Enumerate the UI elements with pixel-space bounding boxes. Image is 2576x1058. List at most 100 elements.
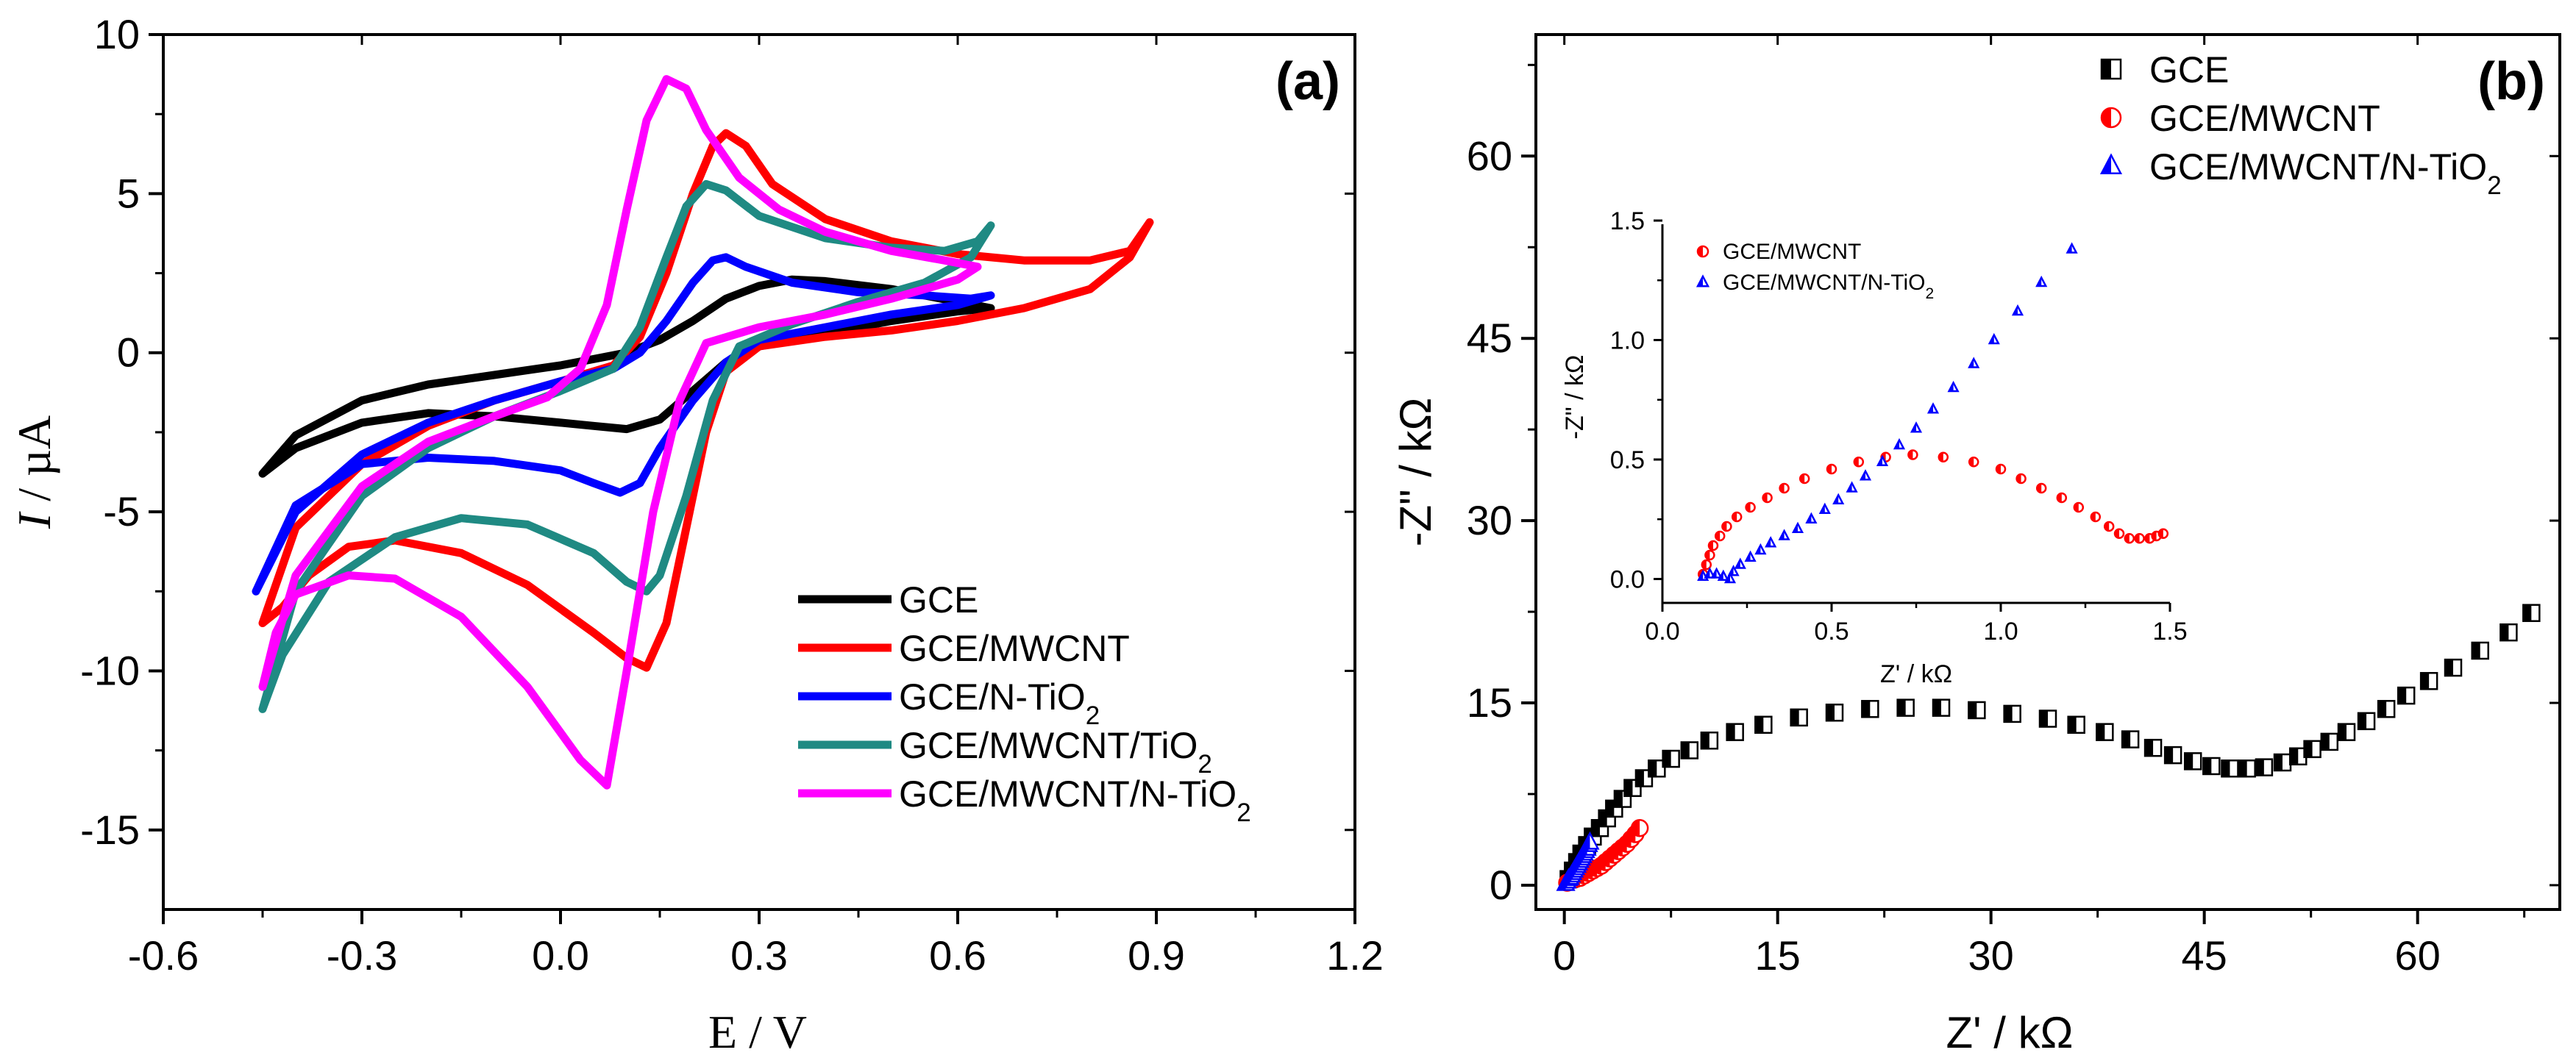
inset-data-point-gce-mwcnt-n-tio2 [1805,512,1818,523]
data-point-gce-fill [1790,709,1799,726]
inset-data-point-gce-mwcnt-fill [2124,534,2130,543]
data-point-gce-fill [2096,723,2105,740]
data-point-gce-fill [1648,760,1657,777]
inset-data-point-gce-mwcnt-n-tio2-fill [1861,471,1865,480]
legend-label-gce-mwcnt-tio2: GCE/MWCNT/TiO2 [899,725,1212,779]
inset-legend-label-gce-mwcnt-n-tio2: GCE/MWCNT/N-TiO2 [1723,271,1934,302]
legend-label-gce-main: GCE [2149,49,2229,90]
panel-a-y-tick-label: -15 [80,807,140,853]
data-point-gce [2499,623,2518,642]
inset-data-point-gce-mwcnt [2056,492,2068,504]
data-point-gce-fill [2523,604,2532,621]
inset-data-point-gce-mwcnt-n-tio2 [1947,380,1960,393]
data-point-gce-fill [2358,712,2367,729]
inset-background [1662,221,2170,559]
inset-data-point-gce-mwcnt-n-tio2 [1926,402,1940,414]
panel-a-series-group [252,75,1154,790]
data-point-gce-fill [2338,723,2346,740]
inset-data-point-gce-mwcnt-fill [2158,529,2163,538]
inset-data-point-gce-mwcnt-n-tio2-fill [1793,523,1798,532]
inset-data-point-gce-mwcnt [2015,473,2027,485]
data-point-gce [2067,715,2085,734]
inset-y-tick-label: 1.0 [1610,327,1645,355]
inset-data-point-gce-mwcnt-n-tio2 [1988,332,2000,345]
inset-data-point-gce-mwcnt-n-tio2 [2035,275,2048,287]
panel-a-x-axis-label: E / V [708,1006,807,1058]
data-point-gce-mwcnt-fill [1632,820,1640,837]
series-line-gce-mwcnt-tio2 [258,179,995,713]
legend-label-gce-mwcnt-n-tio2-subscript: 2 [1237,798,1250,827]
data-point-gce [2357,712,2376,731]
inset-data-point-gce-mwcnt-fill [1969,457,1974,467]
data-point-gce-fill [1573,845,1581,862]
inset-data-point-gce-mwcnt-n-tio2 [1744,550,1757,562]
inset-data-point-gce-mwcnt-fill [2115,529,2119,538]
data-point-gce-fill [2398,687,2407,704]
inset-data-point-gce-mwcnt [1938,451,1949,462]
inset-data-point-gce-mwcnt-n-tio2 [1910,421,1923,433]
legend-label-gce: GCE [2149,49,2229,90]
data-point-gce-fill [1755,716,1764,733]
inset-data-point-gce-mwcnt-fill [2074,503,2079,512]
inset-data-point-gce-mwcnt [2113,528,2125,539]
data-point-gce-fill [2445,660,2453,676]
inset-data-point-gce-mwcnt-fill [2016,474,2021,483]
data-point-gce-fill [2290,748,2299,765]
data-point-gce [1726,723,1744,741]
inset-data-point-gce-mwcnt-fill [1854,457,1859,467]
data-point-gce-fill [1701,732,1709,749]
data-point-gce [2377,700,2396,718]
inset-data-point-gce-mwcnt-n-tio2-fill [1746,552,1751,561]
panel-b-x-tick-label: 30 [1968,932,2014,979]
data-point-gce-fill [2500,624,2509,641]
inset-data-point-gce-mwcnt-n-tio2 [1710,567,1723,579]
data-point-gce [2419,672,2438,690]
data-point-gce [2238,759,2256,778]
panel-b-y-tick-label: 30 [1467,497,1512,543]
inset-data-point-gce-mwcnt-n-tio2 [1893,437,1906,450]
data-point-gce-fill [2040,710,2048,727]
inset-legend-label-gce-mwcnt-n-tio2-subscript: 2 [1926,285,1935,302]
inset-data-point-gce-mwcnt [2134,533,2145,544]
inset-data-point-gce-mwcnt [2103,521,2115,532]
inset-data-point-gce-mwcnt-fill [2145,534,2150,543]
legend-label-gce-mwcnt-n-tio2-main: GCE/MWCNT/N-TiO [899,773,1237,815]
inset-data-point-gce-mwcnt-n-tio2 [1717,569,1729,581]
inset-data-point-gce-mwcnt [1907,449,1918,460]
inset-x-tick-label: 1.0 [1983,618,2018,646]
panel-a-y-axis-label: I / µA [8,415,60,529]
data-point-gce-fill [2304,740,2313,757]
data-point-gce [2003,704,2021,723]
data-point-gce [1700,732,1719,750]
legend-label-gce-mwcnt-n-tio2-main: GCE/MWCNT/N-TiO [2149,146,2487,187]
inset-data-point-gce-mwcnt-fill [1827,465,1832,473]
inset-data-point-gce-mwcnt-n-tio2 [1734,557,1746,569]
inset-data-point-gce-mwcnt-fill [1746,503,1751,512]
inset-data-point-gce-mwcnt-n-tio2 [1723,571,1737,584]
inset-data-point-gce-mwcnt [1798,473,1810,485]
inset-data-point-gce-mwcnt-n-tio2 [1859,469,1872,481]
inset-data-point-gce-mwcnt-fill [2091,512,2096,521]
data-point-gce [2471,641,2489,660]
inset-data-point-gce-mwcnt [2035,482,2047,494]
inset-data-point-gce-mwcnt-n-tio2-fill [1912,423,1916,432]
data-point-gce-fill [1726,723,1735,740]
panel-a-x-tick-label: -0.6 [128,932,199,979]
inset-x-tick-label: 1.5 [2152,618,2187,646]
legend-label-gce-mwcnt: GCE/MWCNT [2149,98,2380,139]
data-point-gce [1968,701,1986,720]
inset-data-point-gce-mwcnt-n-tio2-fill [1705,569,1710,578]
data-point-gce-fill [1897,699,1906,716]
data-point-gce [1861,700,1879,718]
data-point-gce [1754,715,1773,734]
inset-data-point-gce-mwcnt-n-tio2-fill [2037,277,2042,286]
inset-data-point-gce-mwcnt-n-tio2 [1727,565,1740,576]
panel-b-frame [1534,33,2561,911]
inset-y-tick-label: 0.5 [1610,446,1645,474]
inset-data-point-gce-mwcnt-n-tio2-fill [1989,335,1994,343]
panel-b-label: (b) [2477,52,2545,111]
inset-x-tick-label: 0.0 [1645,618,1679,646]
